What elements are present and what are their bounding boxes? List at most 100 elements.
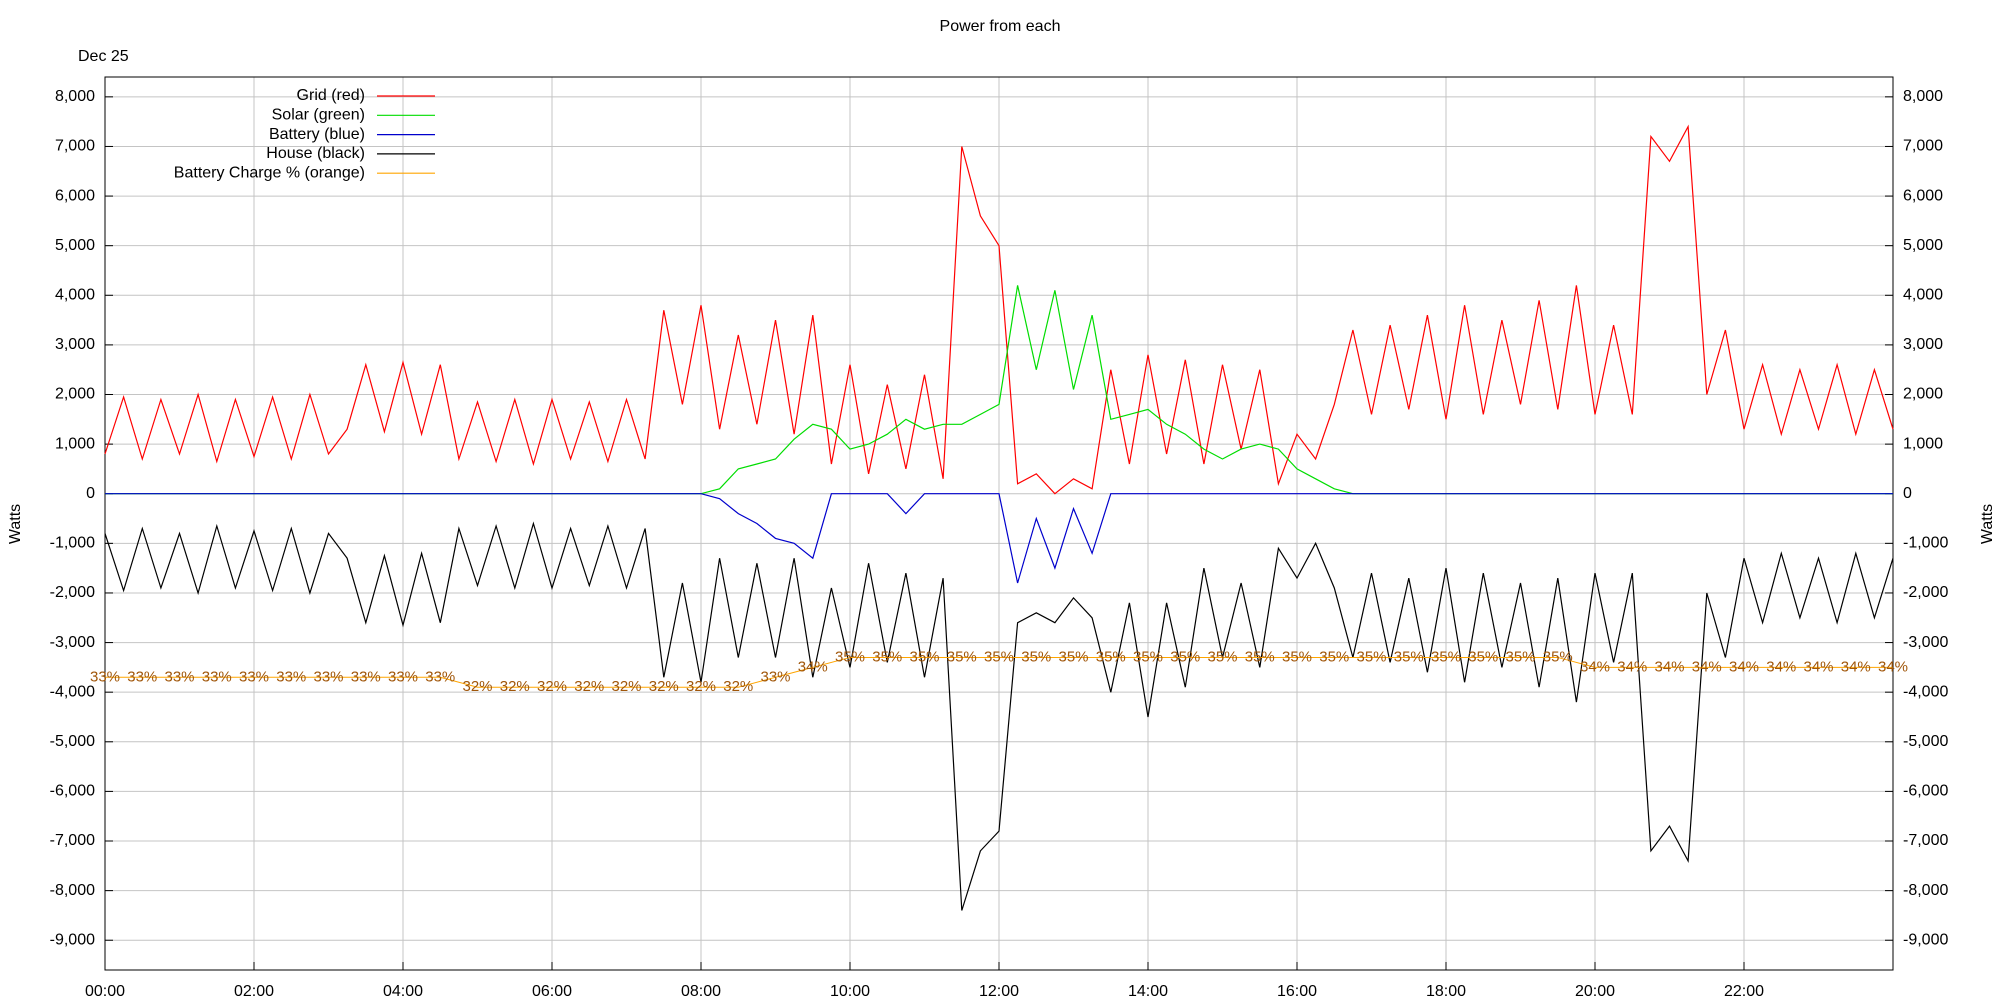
battery-label: 33% — [313, 668, 343, 685]
y-tick-label: -6,000 — [50, 783, 95, 800]
battery-label: 34% — [1841, 658, 1871, 675]
battery-label: 32% — [574, 678, 604, 695]
battery-label: 32% — [462, 678, 492, 695]
y-tick-label: -3,000 — [50, 634, 95, 651]
battery-label: 35% — [1282, 648, 1312, 665]
battery-label: 35% — [1505, 648, 1535, 665]
y2-tick-label: -3,000 — [1903, 634, 1948, 651]
y-tick-label: -8,000 — [50, 882, 95, 899]
y2-tick-label: -6,000 — [1903, 783, 1948, 800]
y2-tick-label: 3,000 — [1903, 336, 1943, 353]
y-tick-label: -9,000 — [50, 931, 95, 948]
battery-label: 35% — [1021, 648, 1051, 665]
y2-tick-label: 8,000 — [1903, 88, 1943, 105]
x-tick-label: 04:00 — [383, 983, 423, 1000]
y2-tick-label: -8,000 — [1903, 882, 1948, 899]
battery-label: 35% — [984, 648, 1014, 665]
battery-label: 35% — [1319, 648, 1349, 665]
battery-label: 33% — [202, 668, 232, 685]
battery-label: 33% — [90, 668, 120, 685]
battery-label: 34% — [1766, 658, 1796, 675]
y-tick-label: 2,000 — [55, 386, 95, 403]
y-tick-label: 4,000 — [55, 287, 95, 304]
series-line — [104, 521, 1894, 911]
y2-tick-label: 7,000 — [1903, 138, 1943, 155]
battery-label: 33% — [239, 668, 269, 685]
chart-subtitle: Dec 25 — [78, 48, 129, 65]
battery-label: 34% — [1878, 658, 1908, 675]
x-tick-label: 00:00 — [85, 983, 125, 1000]
battery-label: 33% — [127, 668, 157, 685]
battery-label: 34% — [1617, 658, 1647, 675]
y-tick-label: 1,000 — [55, 435, 95, 452]
battery-label: 33% — [164, 668, 194, 685]
battery-label: 34% — [1729, 658, 1759, 675]
y-tick-label: 7,000 — [55, 138, 95, 155]
y2-tick-label: -4,000 — [1903, 683, 1948, 700]
y2-tick-label: 1,000 — [1903, 435, 1943, 452]
battery-label: 32% — [500, 678, 530, 695]
x-tick-label: 20:00 — [1575, 983, 1615, 1000]
y-tick-label: -5,000 — [50, 733, 95, 750]
y2-tick-label: -1,000 — [1903, 535, 1948, 552]
battery-line — [105, 656, 1893, 688]
legend-label: House (black) — [266, 145, 365, 162]
battery-label: 34% — [1654, 658, 1684, 675]
battery-label: 35% — [1245, 648, 1275, 665]
y2-tick-label: -7,000 — [1903, 832, 1948, 849]
x-tick-label: 12:00 — [979, 983, 1019, 1000]
x-tick-label: 08:00 — [681, 983, 721, 1000]
battery-label: 35% — [1394, 648, 1424, 665]
x-tick-label: 22:00 — [1724, 983, 1764, 1000]
battery-label: 35% — [1468, 648, 1498, 665]
battery-label: 33% — [425, 668, 455, 685]
y2-tick-label: -5,000 — [1903, 733, 1948, 750]
battery-label: 34% — [798, 658, 828, 675]
battery-label: 35% — [1356, 648, 1386, 665]
plot-frame — [104, 76, 1894, 971]
y2-tick-label: -9,000 — [1903, 931, 1948, 948]
legend-label: Battery (blue) — [269, 126, 365, 143]
battery-label: 34% — [1692, 658, 1722, 675]
battery-label: 32% — [611, 678, 641, 695]
battery-label: 35% — [1543, 648, 1573, 665]
battery-label: 35% — [835, 648, 865, 665]
legend-label: Solar (green) — [272, 107, 365, 124]
x-tick-label: 06:00 — [532, 983, 572, 1000]
chart-title: Power from each — [940, 18, 1061, 35]
y2-tick-label: 4,000 — [1903, 287, 1943, 304]
x-tick-label: 18:00 — [1426, 983, 1466, 1000]
battery-label: 34% — [1580, 658, 1610, 675]
y-tick-label: -2,000 — [50, 584, 95, 601]
battery-label: 33% — [351, 668, 381, 685]
y-axis-label: Watts — [7, 504, 24, 544]
battery-label: 32% — [686, 678, 716, 695]
series-line — [105, 493, 1893, 584]
x-tick-label: 10:00 — [830, 983, 870, 1000]
y2-axis-label: Watts — [1979, 504, 1996, 544]
y2-tick-label: 2,000 — [1903, 386, 1943, 403]
y-tick-label: 8,000 — [55, 88, 95, 105]
y-tick-label: -1,000 — [50, 535, 95, 552]
y2-tick-label: 5,000 — [1903, 237, 1943, 254]
y-tick-label: 0 — [86, 485, 95, 502]
battery-label: 35% — [872, 648, 902, 665]
battery-label: 35% — [1133, 648, 1163, 665]
battery-label: 34% — [1803, 658, 1833, 675]
battery-label: 35% — [1207, 648, 1237, 665]
battery-label: 35% — [947, 648, 977, 665]
legend-label: Grid (red) — [297, 87, 365, 104]
legend-label: Battery Charge % (orange) — [174, 164, 365, 181]
y-tick-label: 6,000 — [55, 187, 95, 204]
battery-label: 32% — [723, 678, 753, 695]
y-tick-label: -4,000 — [50, 683, 95, 700]
series-line — [104, 124, 1894, 495]
battery-label: 35% — [909, 648, 939, 665]
y2-tick-label: -2,000 — [1903, 584, 1948, 601]
y-tick-label: 3,000 — [55, 336, 95, 353]
battery-label: 33% — [388, 668, 418, 685]
battery-label: 32% — [537, 678, 567, 695]
y-tick-label: -7,000 — [50, 832, 95, 849]
battery-label: 35% — [1058, 648, 1088, 665]
